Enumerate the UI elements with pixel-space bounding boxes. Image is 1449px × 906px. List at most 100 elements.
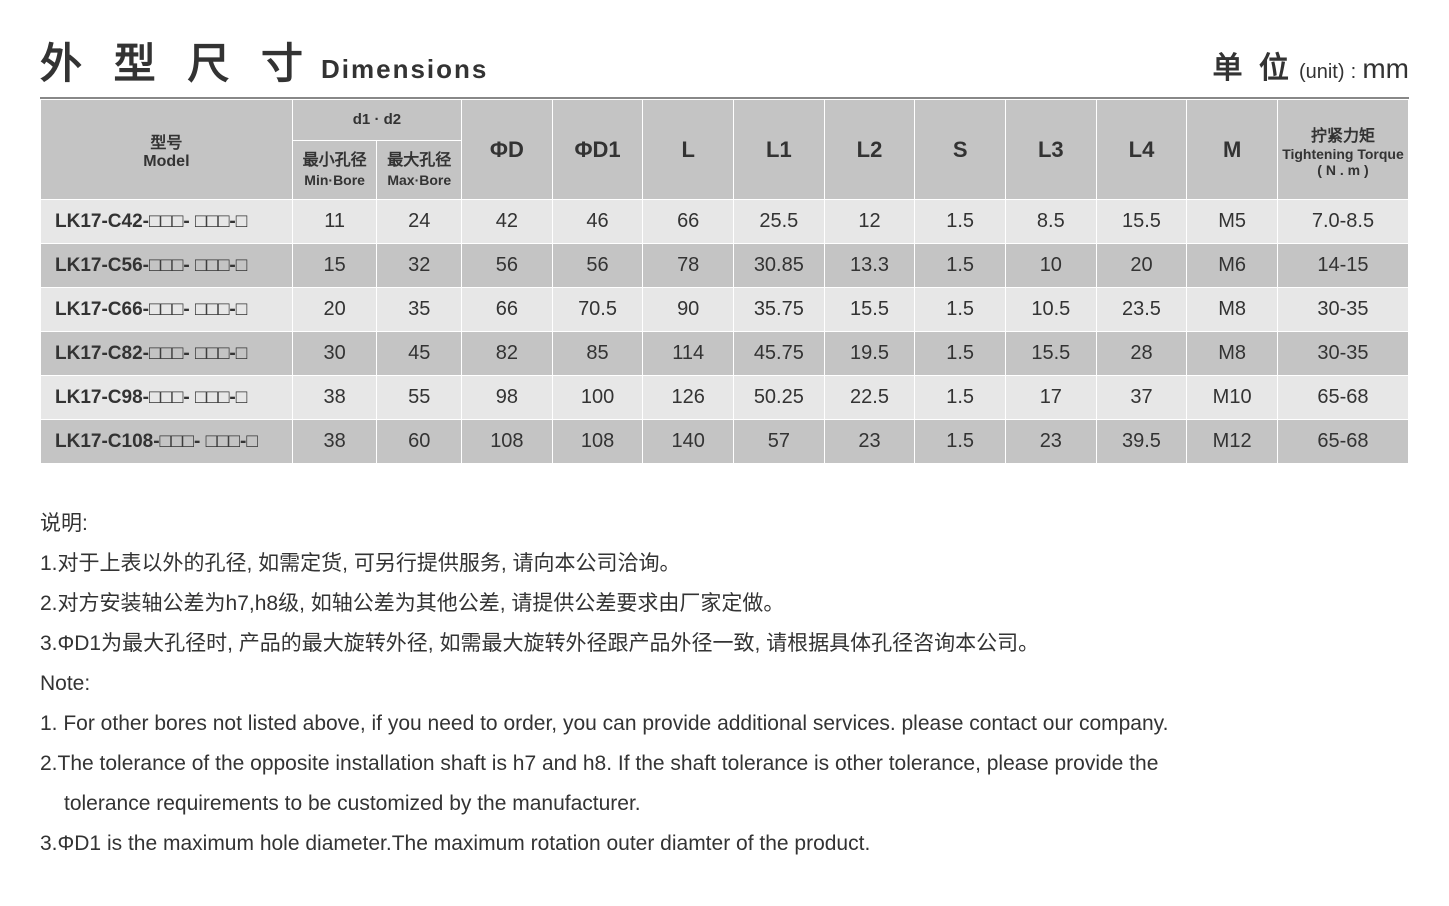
- cell-l: 126: [643, 376, 734, 420]
- cell-model: LK17-C82-□□□- □□□-□: [41, 332, 293, 376]
- notes: 说明: 1.对于上表以外的孔径, 如需定货, 可另行提供服务, 请向本公司洽询。…: [40, 504, 1409, 863]
- table-row: LK17-C42-□□□- □□□-□112442466625.5121.58.…: [41, 200, 1409, 244]
- table-head: 型号 Model d1 · d2 ΦD ΦD1 L L1 L2 S L3 L4 …: [41, 100, 1409, 200]
- col-torque-en: Tightening Torque: [1282, 146, 1404, 162]
- table-row: LK17-C56-□□□- □□□-□153256567830.8513.31.…: [41, 244, 1409, 288]
- col-s: S: [915, 100, 1006, 200]
- cell-l: 114: [643, 332, 734, 376]
- cell-l1: 35.75: [734, 288, 825, 332]
- cell-s: 1.5: [915, 332, 1006, 376]
- cell-model: LK17-C108-□□□- □□□-□: [41, 420, 293, 464]
- title-en: Dimensions: [321, 54, 488, 85]
- col-l1: L1: [734, 100, 825, 200]
- col-l2: L2: [824, 100, 915, 200]
- cell-l4: 37: [1096, 376, 1187, 420]
- cell-l: 90: [643, 288, 734, 332]
- cell-l3: 17: [1005, 376, 1096, 420]
- cell-phid: 98: [462, 376, 553, 420]
- cell-l4: 28: [1096, 332, 1187, 376]
- cell-phid: 108: [462, 420, 553, 464]
- cell-phid: 56: [462, 244, 553, 288]
- cell-l2: 22.5: [824, 376, 915, 420]
- cell-m: M8: [1187, 288, 1278, 332]
- cell-max: 24: [377, 200, 462, 244]
- unit-group: 单 位 (unit) : mm: [1212, 43, 1409, 87]
- table-row: LK17-C98-□□□- □□□-□38559810012650.2522.5…: [41, 376, 1409, 420]
- cell-torque: 30-35: [1277, 332, 1408, 376]
- table-row: LK17-C66-□□□- □□□-□20356670.59035.7515.5…: [41, 288, 1409, 332]
- cell-m: M6: [1187, 244, 1278, 288]
- cell-s: 1.5: [915, 244, 1006, 288]
- cell-model: LK17-C66-□□□- □□□-□: [41, 288, 293, 332]
- cell-max: 60: [377, 420, 462, 464]
- col-model-cn: 型号: [45, 129, 288, 153]
- cell-phid1: 56: [552, 244, 643, 288]
- cell-max: 55: [377, 376, 462, 420]
- cell-l2: 13.3: [824, 244, 915, 288]
- col-model: 型号 Model: [41, 100, 293, 200]
- title-cn: 外 型 尺 寸: [40, 30, 313, 91]
- header: 外 型 尺 寸 Dimensions 单 位 (unit) : mm: [40, 30, 1409, 99]
- cell-l2: 23: [824, 420, 915, 464]
- col-torque-cn: 拧紧力矩: [1282, 122, 1404, 146]
- cell-phid1: 46: [552, 200, 643, 244]
- cell-l: 140: [643, 420, 734, 464]
- cell-phid1: 100: [552, 376, 643, 420]
- cell-torque: 30-35: [1277, 288, 1408, 332]
- col-d1d2: d1 · d2: [292, 100, 461, 141]
- cell-l4: 15.5: [1096, 200, 1187, 244]
- title-group: 外 型 尺 寸 Dimensions: [40, 30, 488, 91]
- col-maxbore-cn: 最大孔径: [381, 151, 457, 172]
- cell-l3: 8.5: [1005, 200, 1096, 244]
- unit-colon: :: [1351, 61, 1357, 83]
- col-l3: L3: [1005, 100, 1096, 200]
- cell-l2: 19.5: [824, 332, 915, 376]
- table-row: LK17-C82-□□□- □□□-□3045828511445.7519.51…: [41, 332, 1409, 376]
- cell-l4: 39.5: [1096, 420, 1187, 464]
- cell-l1: 45.75: [734, 332, 825, 376]
- cell-l: 66: [643, 200, 734, 244]
- cell-s: 1.5: [915, 376, 1006, 420]
- cell-l: 78: [643, 244, 734, 288]
- cell-l3: 10: [1005, 244, 1096, 288]
- notes-en-2b: tolerance requirements to be customized …: [40, 784, 1409, 824]
- cell-phid: 66: [462, 288, 553, 332]
- cell-l4: 20: [1096, 244, 1187, 288]
- col-model-en: Model: [45, 153, 288, 171]
- cell-l3: 15.5: [1005, 332, 1096, 376]
- cell-l1: 50.25: [734, 376, 825, 420]
- cell-phid1: 108: [552, 420, 643, 464]
- col-minbore: 最小孔径 Min·Bore: [292, 140, 377, 200]
- cell-l1: 57: [734, 420, 825, 464]
- table-body: LK17-C42-□□□- □□□-□112442466625.5121.58.…: [41, 200, 1409, 464]
- notes-label-en: Note:: [40, 664, 1409, 704]
- cell-s: 1.5: [915, 420, 1006, 464]
- unit-mm: mm: [1362, 53, 1409, 84]
- col-minbore-cn: 最小孔径: [297, 151, 373, 172]
- notes-cn-3: 3.ΦD1为最大孔径时, 产品的最大旋转外径, 如需最大旋转外径跟产品外径一致,…: [40, 624, 1409, 664]
- cell-model: LK17-C98-□□□- □□□-□: [41, 376, 293, 420]
- cell-s: 1.5: [915, 200, 1006, 244]
- col-maxbore-en: Max·Bore: [381, 171, 457, 189]
- unit-paren: (unit): [1299, 61, 1345, 83]
- cell-model: LK17-C42-□□□- □□□-□: [41, 200, 293, 244]
- cell-phid1: 70.5: [552, 288, 643, 332]
- cell-torque: 14-15: [1277, 244, 1408, 288]
- cell-torque: 65-68: [1277, 420, 1408, 464]
- cell-phid: 42: [462, 200, 553, 244]
- cell-model: LK17-C56-□□□- □□□-□: [41, 244, 293, 288]
- cell-l2: 12: [824, 200, 915, 244]
- notes-en-3: 3.ΦD1 is the maximum hole diameter.The m…: [40, 824, 1409, 864]
- cell-torque: 7.0-8.5: [1277, 200, 1408, 244]
- cell-min: 30: [292, 332, 377, 376]
- col-maxbore: 最大孔径 Max·Bore: [377, 140, 462, 200]
- col-torque-unit: ( N . m ): [1282, 162, 1404, 178]
- cell-l2: 15.5: [824, 288, 915, 332]
- notes-label-cn: 说明:: [40, 504, 1409, 544]
- cell-min: 20: [292, 288, 377, 332]
- cell-torque: 65-68: [1277, 376, 1408, 420]
- notes-cn-2: 2.对方安装轴公差为h7,h8级, 如轴公差为其他公差, 请提供公差要求由厂家定…: [40, 584, 1409, 624]
- cell-min: 15: [292, 244, 377, 288]
- cell-phid1: 85: [552, 332, 643, 376]
- col-minbore-en: Min·Bore: [297, 171, 373, 189]
